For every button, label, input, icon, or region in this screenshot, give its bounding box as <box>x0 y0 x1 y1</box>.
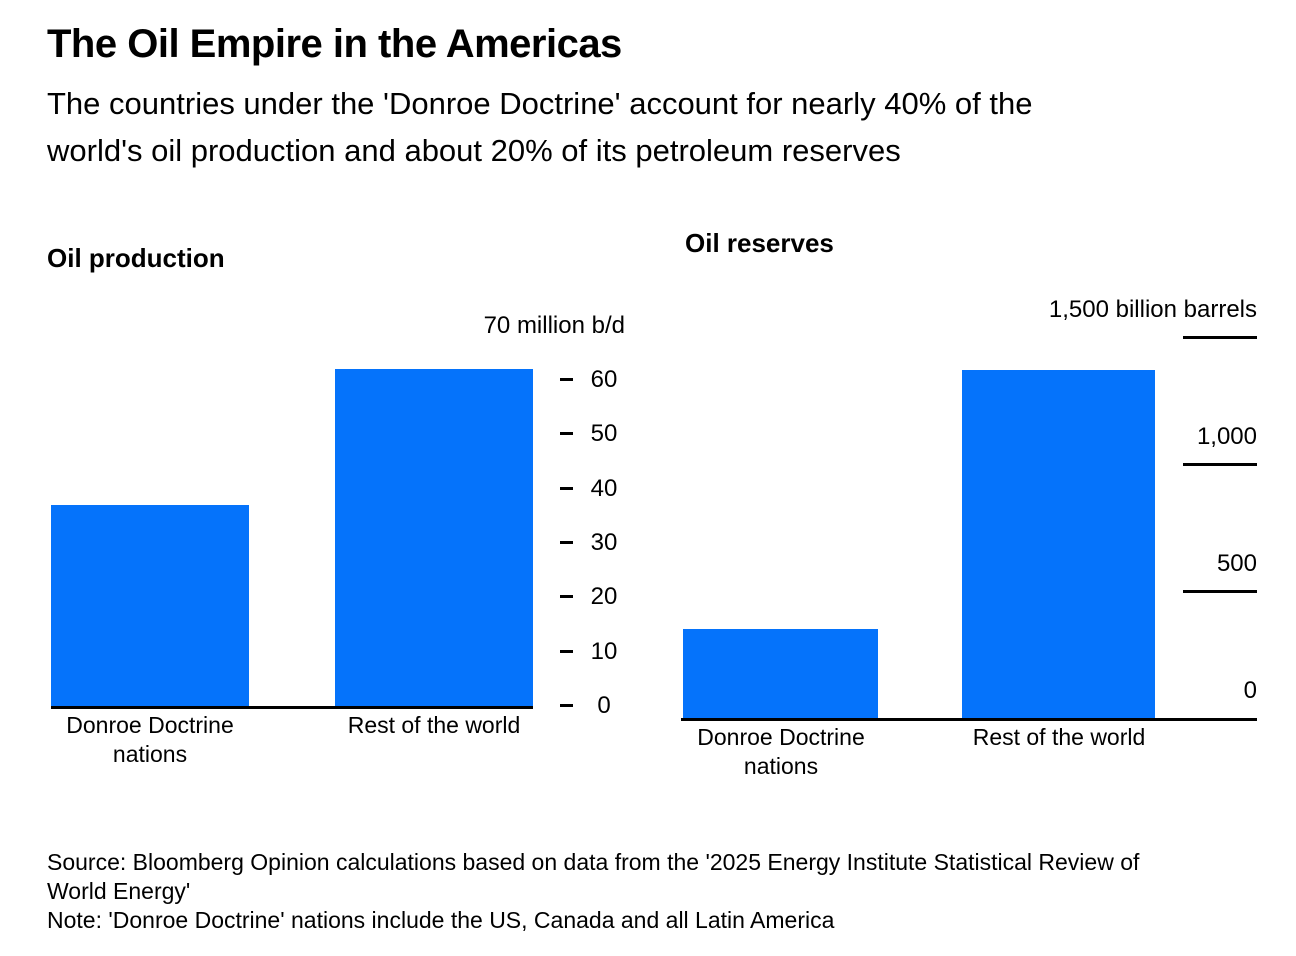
category-label-donroe-production: Donroe Doctrine nations <box>66 712 234 767</box>
bar-reserves-donroe <box>683 629 878 718</box>
left-chart-title: Oil production <box>47 243 225 273</box>
y-tick-mark <box>560 595 573 598</box>
y-tick-label: 60 <box>590 366 618 393</box>
y-tick-label: 50 <box>590 420 618 447</box>
left-axis-unit-label: 70 million b/d <box>483 312 625 339</box>
y-tick-mark <box>1183 590 1257 593</box>
bar-production-rest-of-world <box>335 369 533 706</box>
y-tick-mark <box>560 432 573 435</box>
y-tick-label: 0 <box>597 692 611 719</box>
category-label-rest-reserves: Rest of the world <box>972 724 1146 750</box>
y-tick-mark <box>560 487 573 490</box>
y-tick-label: 40 <box>590 475 618 502</box>
y-tick-label: 1,000 <box>1196 423 1257 450</box>
category-label-donroe-reserves: Donroe Doctrine nations <box>697 724 865 779</box>
bar-production-donroe <box>51 505 249 706</box>
note-line: Note: 'Donroe Doctrine' nations include … <box>47 907 835 933</box>
y-tick-mark <box>560 650 573 653</box>
y-tick-mark <box>1183 463 1257 466</box>
y-tick-label: 0 <box>1243 677 1257 704</box>
subtitle-line-1: The countries under the 'Donroe Doctrine… <box>47 86 1033 121</box>
page-title: The Oil Empire in the Americas <box>47 22 622 66</box>
category-label-rest-production: Rest of the world <box>347 712 521 738</box>
right-axis-unit-label: 1,500 billion barrels <box>1048 296 1257 323</box>
y-tick-label: 10 <box>590 638 618 665</box>
bar-reserves-rest-of-world <box>962 370 1155 718</box>
y-tick-label: 500 <box>1216 550 1257 577</box>
right-chart-title: Oil reserves <box>685 228 834 258</box>
y-tick-label: 30 <box>590 529 618 556</box>
y-tick-mark <box>1183 336 1257 339</box>
right-chart-baseline <box>681 718 1257 721</box>
y-tick-label: 20 <box>590 583 618 610</box>
source-line-1: Source: Bloomberg Opinion calculations b… <box>47 849 1140 875</box>
source-line-2: World Energy' <box>47 878 191 904</box>
y-tick-mark <box>560 378 573 381</box>
left-chart-baseline <box>51 706 533 709</box>
subtitle-line-2: world's oil production and about 20% of … <box>47 133 901 168</box>
y-tick-mark <box>560 541 573 544</box>
y-tick-mark <box>560 704 573 707</box>
